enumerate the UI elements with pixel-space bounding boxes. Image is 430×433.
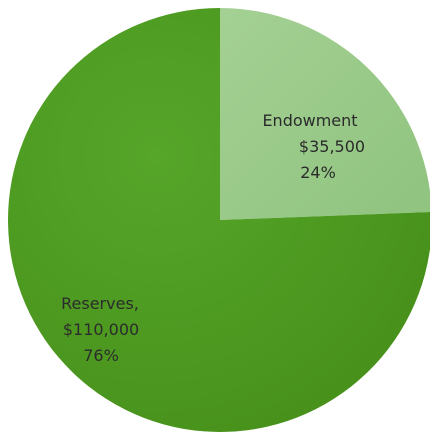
pie-slice-reserves	[8, 8, 430, 432]
slices-layer	[8, 8, 430, 432]
slice-percent-endowment: 24%	[300, 163, 336, 182]
slice-percent-reserves: 76%	[83, 346, 119, 365]
slice-value-endowment: $35,500	[299, 137, 365, 156]
slice-label-reserves: Reserves,	[61, 294, 139, 313]
slice-label-endowment: Endowment	[262, 111, 357, 130]
slice-value-reserves: $110,000	[63, 320, 139, 339]
pie-slice-endowment	[220, 8, 430, 220]
labels-layer: Endowment $35,500 24% Reserves, $110,000…	[61, 111, 365, 365]
